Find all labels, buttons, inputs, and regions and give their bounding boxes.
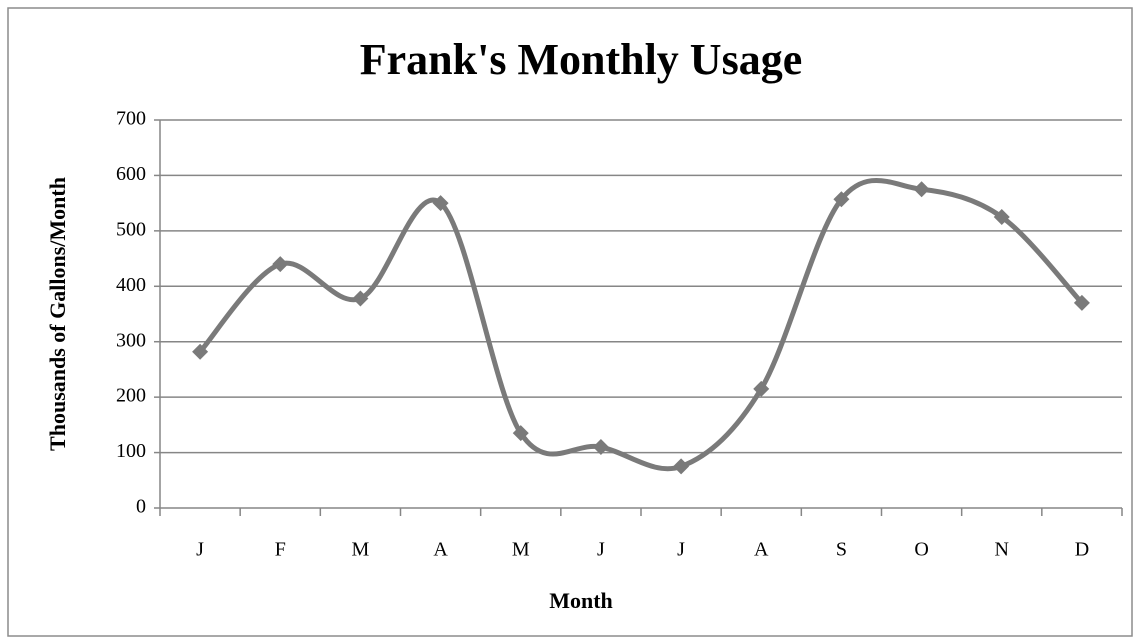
- y-axis-title: Thousands of Gallons/Month: [45, 177, 70, 451]
- y-tick-label: 200: [116, 385, 146, 407]
- x-tick-label: J: [677, 539, 685, 561]
- marker: [592, 439, 609, 456]
- y-tick-label: 0: [136, 496, 146, 518]
- chart-title: Frank's Monthly Usage: [360, 35, 802, 84]
- marker: [192, 343, 209, 360]
- x-axis-title: Month: [549, 588, 613, 613]
- x-tick-label: S: [836, 539, 847, 561]
- x-tick-label: N: [995, 539, 1009, 561]
- marker: [913, 181, 930, 198]
- x-tick-label: J: [196, 539, 204, 561]
- y-tick-label: 400: [116, 274, 146, 296]
- marker: [833, 191, 850, 208]
- y-tick-label: 700: [116, 108, 146, 130]
- marker: [1073, 294, 1090, 311]
- y-tick-label: 300: [116, 329, 146, 351]
- marker: [352, 290, 369, 307]
- marker: [753, 380, 770, 397]
- x-tick-label: A: [754, 539, 769, 561]
- x-tick-label: D: [1075, 539, 1089, 561]
- x-tick-label: F: [275, 539, 286, 561]
- x-tick-label: J: [597, 539, 605, 561]
- x-tick-label: M: [352, 539, 370, 561]
- y-tick-label: 600: [116, 163, 146, 185]
- x-tick-label: O: [914, 539, 928, 561]
- marker: [432, 195, 449, 212]
- marker: [272, 256, 289, 273]
- y-tick-label: 100: [116, 440, 146, 462]
- marker: [512, 425, 529, 442]
- x-tick-label: M: [512, 539, 530, 561]
- x-tick-label: A: [433, 539, 448, 561]
- y-tick-label: 500: [116, 218, 146, 240]
- marker: [673, 458, 690, 475]
- chart-frame: [7, 7, 1133, 637]
- marker: [993, 209, 1010, 225]
